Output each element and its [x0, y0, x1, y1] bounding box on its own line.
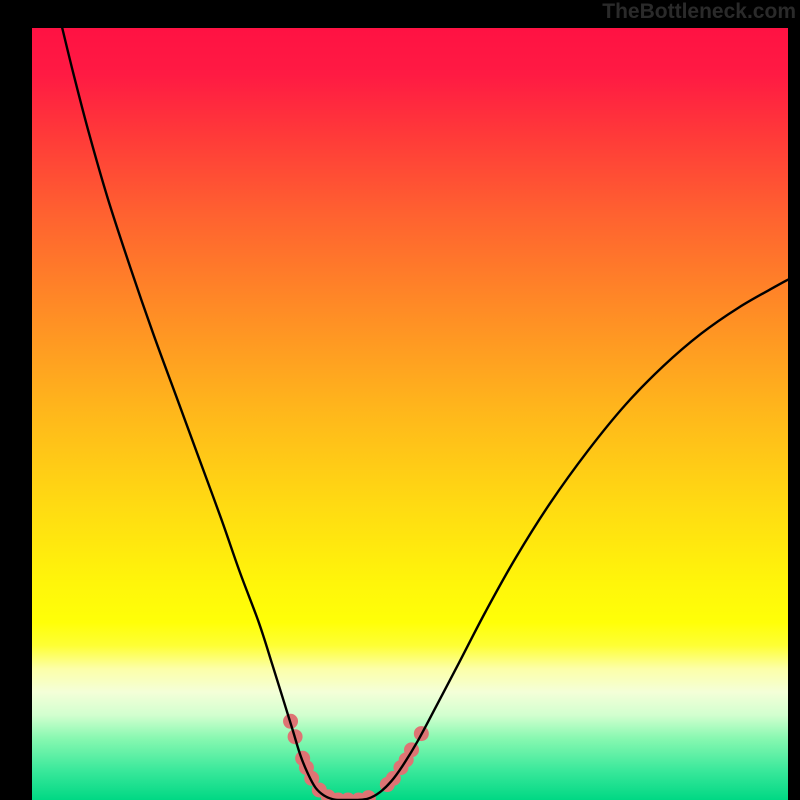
chart-container: TheBottleneck.com: [0, 0, 800, 800]
plot-area: [32, 28, 788, 800]
watermark-text: TheBottleneck.com: [602, 0, 796, 23]
gradient-background: [32, 28, 788, 800]
